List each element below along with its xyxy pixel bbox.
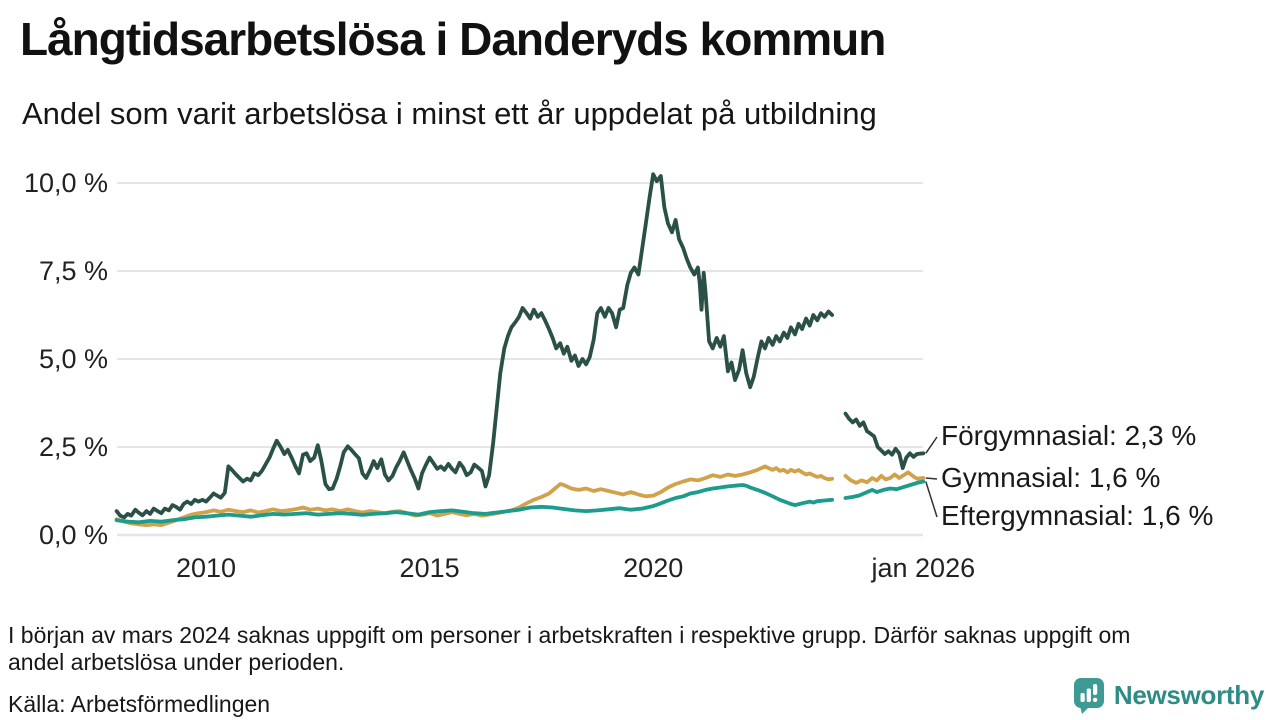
newsworthy-wordmark: Newsworthy (1113, 680, 1264, 710)
newsworthy-logo[interactable]: Newsworthy (1073, 677, 1264, 714)
footnote-text: I början av mars 2024 saknas uppgift om … (8, 622, 1258, 676)
page-title: Långtidsarbetslösa i Danderyds kommun (20, 13, 886, 65)
series-line-eftergymnasial (114, 483, 834, 525)
newsworthy-icon (1073, 678, 1104, 714)
leader-line (925, 481, 938, 518)
line-chart: 0,0 % 2,5 % 5,0 % 7,5 % 10,0 % 2010 2015 2020 j… (24, 168, 1213, 583)
source-text: Källa: Arbetsförmedlingen (8, 691, 271, 717)
series-line-gymnasial (843, 470, 926, 485)
y-tick-label: 5,0 % (39, 344, 108, 374)
series-label-eftergymnasial: Eftergymnasial: 1,6 % (941, 500, 1213, 531)
leader-line (925, 477, 938, 480)
page-subtitle: Andel som varit arbetslösa i minst ett å… (22, 96, 877, 131)
x-axis-labels: 2010 2015 2020 jan 2026 (176, 553, 975, 583)
footnote-line-2: andel arbetslösa under perioden. (8, 649, 345, 676)
series-line-eftergymnasial (843, 479, 926, 500)
y-tick-label: 7,5 % (39, 256, 108, 286)
y-tick-label: 0,0 % (39, 520, 108, 550)
x-tick-label: 2020 (623, 553, 683, 583)
x-tick-label: 2010 (176, 553, 236, 583)
x-tick-label: 2015 (400, 553, 460, 583)
y-tick-label: 10,0 % (24, 168, 108, 198)
series-lines (114, 172, 926, 528)
series-end-labels: Förgymnasial: 2,3 % Gymnasial: 1,6 % Efter… (925, 420, 1213, 531)
x-tick-label: jan 2026 (871, 553, 976, 583)
y-axis-labels: 0,0 % 2,5 % 5,0 % 7,5 % 10,0 % (24, 168, 108, 550)
gridlines (117, 182, 923, 537)
leader-line (925, 436, 938, 454)
footnote-line-1: I början av mars 2024 saknas uppgift om … (8, 622, 1131, 648)
series-line-förgymnasial (843, 411, 926, 471)
series-label-gymnasial: Gymnasial: 1,6 % (941, 462, 1160, 493)
series-line-förgymnasial (114, 172, 834, 520)
series-label-förgymnasial: Förgymnasial: 2,3 % (941, 420, 1196, 451)
y-tick-label: 2,5 % (39, 432, 108, 462)
